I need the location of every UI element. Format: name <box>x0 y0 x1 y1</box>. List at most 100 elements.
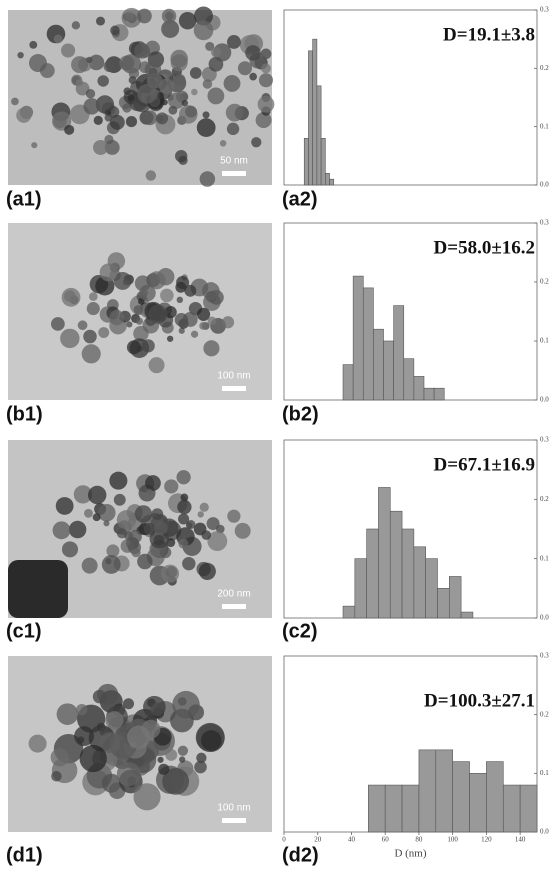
particle <box>84 509 93 518</box>
particle <box>105 711 123 729</box>
particle <box>88 486 106 504</box>
particle <box>202 282 220 300</box>
particle <box>178 539 188 549</box>
bar <box>384 341 394 400</box>
bar <box>402 529 414 618</box>
particle <box>109 310 124 325</box>
particle <box>122 103 131 112</box>
annotation: D=100.3±27.1 <box>424 690 535 711</box>
particle <box>76 704 87 715</box>
x-tick-label: 120 <box>481 836 492 844</box>
particle <box>177 297 183 303</box>
particle <box>133 783 160 810</box>
bar <box>414 376 424 400</box>
particle <box>194 21 214 41</box>
particle <box>114 494 126 506</box>
y-tick-label: 0.0 <box>540 614 549 622</box>
particle <box>149 357 165 373</box>
particle <box>199 322 207 330</box>
bar <box>437 588 449 618</box>
bar <box>378 487 390 618</box>
particle <box>148 305 167 324</box>
bar <box>390 511 402 618</box>
bar <box>419 750 436 832</box>
panel-label: (c1) <box>6 620 42 642</box>
particle <box>211 47 221 57</box>
bar <box>308 51 312 185</box>
panel-label: (a1) <box>6 188 42 210</box>
x-tick-label: 140 <box>515 836 526 844</box>
particle <box>80 745 107 772</box>
y-tick-label: 0.0 <box>540 396 549 404</box>
particle <box>100 263 118 281</box>
particle <box>165 749 177 761</box>
particle <box>17 52 23 58</box>
y-tick-label: 0.3 <box>540 219 549 227</box>
particle <box>127 94 134 101</box>
particle <box>117 528 127 538</box>
particle <box>249 73 257 81</box>
particle <box>222 316 234 328</box>
y-tick-label: 0.2 <box>540 495 549 503</box>
particle <box>146 489 152 495</box>
particle <box>227 510 240 523</box>
particle <box>86 57 92 63</box>
particle <box>208 317 217 326</box>
particle <box>117 762 141 786</box>
particle <box>179 756 185 762</box>
scale-bar-label: 100 nm <box>217 803 250 814</box>
particle <box>71 56 88 73</box>
y-tick-label: 0.1 <box>540 337 549 345</box>
scale-bar-label: 200 nm <box>217 589 250 600</box>
particle <box>110 26 120 36</box>
particle <box>56 497 74 515</box>
particle <box>220 140 227 147</box>
bar <box>325 173 329 185</box>
particle <box>93 513 101 521</box>
bar <box>436 750 453 832</box>
scale-bar <box>222 171 246 176</box>
particle <box>142 110 157 125</box>
particle <box>134 43 150 59</box>
particle <box>145 61 162 78</box>
particle <box>146 170 156 180</box>
particle <box>175 150 187 162</box>
particle <box>31 142 37 148</box>
particle <box>162 9 176 23</box>
particle <box>191 89 198 96</box>
bar <box>402 785 419 832</box>
particle <box>136 318 143 325</box>
bar <box>486 762 503 832</box>
bar <box>503 785 520 832</box>
bar <box>343 365 353 400</box>
particle <box>129 76 137 84</box>
scale-bar-label: 50 nm <box>220 156 248 167</box>
bar <box>317 86 321 185</box>
x-tick-label: 0 <box>282 836 286 844</box>
particle <box>60 329 79 348</box>
particle <box>178 513 189 524</box>
particle <box>29 735 47 753</box>
bar <box>367 529 379 618</box>
particle <box>176 470 190 484</box>
particle <box>102 555 121 574</box>
bar <box>424 388 434 400</box>
bar <box>461 612 473 618</box>
particle <box>191 331 198 338</box>
annotation: D=19.1±3.8 <box>443 24 535 45</box>
particle <box>145 475 161 491</box>
scale-bar-label: 100 nm <box>217 371 250 382</box>
particle <box>127 340 141 354</box>
bar <box>470 773 487 832</box>
particle <box>29 41 37 49</box>
y-tick-label: 0.2 <box>540 64 549 72</box>
scale-bar <box>222 386 246 391</box>
particle <box>200 503 209 512</box>
particle <box>93 140 108 155</box>
scale-bar <box>222 818 246 823</box>
particle <box>117 510 136 529</box>
particle <box>207 517 220 530</box>
scale-bar <box>222 604 246 609</box>
particle <box>156 112 168 124</box>
particle <box>72 21 80 29</box>
